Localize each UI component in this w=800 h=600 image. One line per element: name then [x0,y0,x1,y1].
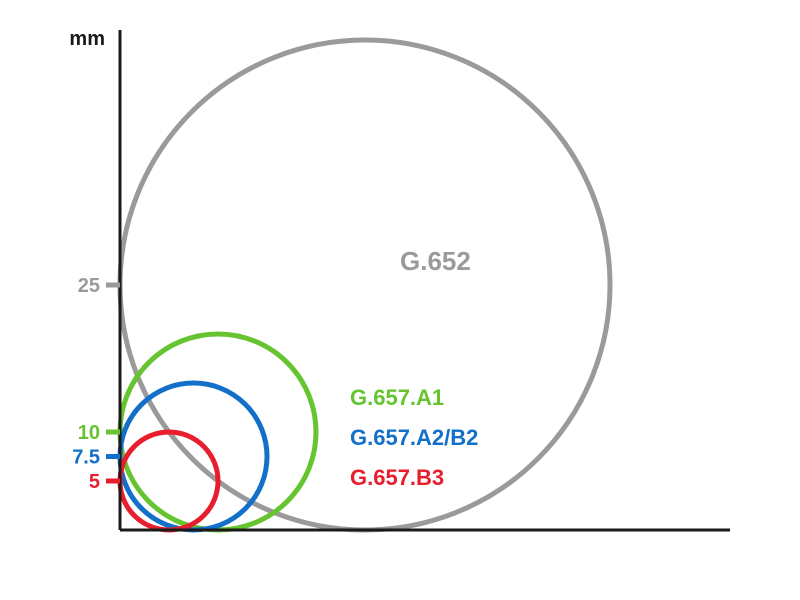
bend-radius-diagram: mm 25 10 7.55 G.652 G.657.A1 G.657.A2/B2 G.657.… [0,0,800,600]
labels-group: G.652 G.657.A1 G.657.A2/B2 G.657.B3 [350,246,478,490]
circles-group [120,40,610,530]
tick-label-g657b3: 5 [89,471,100,493]
chart-svg: mm 25 10 7.55 G.652 G.657.A1 G.657.A2/B2 G.657.… [0,0,800,600]
unit-label: mm [69,28,105,50]
label-g657b3: G.657.B3 [350,465,444,490]
circle-g652 [120,40,610,530]
label-g657a2b2: G.657.A2/B2 [350,425,478,450]
ticks-group: 25 10 7.55 [72,275,120,493]
tick-label-g657a2b2: 7.5 [72,447,100,469]
axes-group: mm [69,28,730,530]
tick-label-g657a1: 10 [78,422,100,444]
label-g657a1: G.657.A1 [350,385,444,410]
circle-g657a1 [120,334,316,530]
tick-label-g652: 25 [78,275,100,297]
label-g652: G.652 [400,246,471,276]
